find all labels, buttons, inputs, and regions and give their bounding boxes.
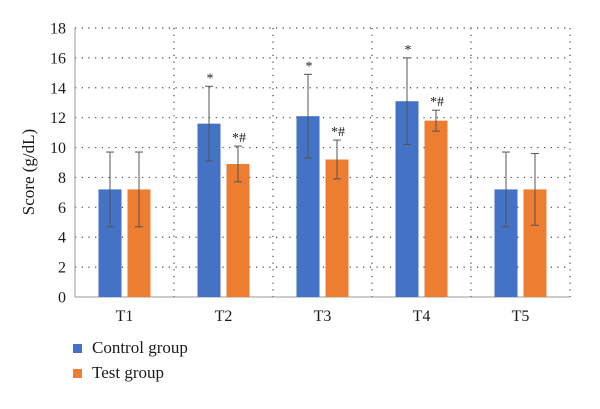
bar — [226, 163, 250, 297]
y-tick-label: 2 — [58, 260, 66, 277]
y-tick-label: 4 — [58, 230, 66, 247]
significance-label: * — [405, 43, 412, 58]
bar — [325, 159, 349, 297]
legend: Control group Test group — [73, 338, 188, 382]
legend-label: Test group — [92, 363, 164, 382]
y-tick-label: 14 — [50, 80, 66, 97]
bar — [296, 116, 320, 297]
x-tick-label: T1 — [116, 308, 134, 325]
legend-swatch — [73, 369, 82, 378]
significance-label: *# — [232, 131, 246, 146]
x-tick-label: T3 — [314, 308, 332, 325]
axes: 0 2 4 6 8 10 12 14 16 18 T1 T2 T3 T4 T5 — [50, 21, 570, 325]
x-tick-label: T2 — [215, 308, 233, 325]
y-axis-title: Score (g/dL) — [19, 129, 38, 215]
y-tick-label: 0 — [58, 290, 66, 307]
bar — [395, 101, 419, 297]
y-tick-label: 12 — [50, 110, 66, 127]
significance-label: * — [306, 59, 313, 74]
grid — [75, 27, 571, 297]
y-tick-label: 16 — [50, 50, 66, 67]
y-tick-label: 10 — [50, 140, 66, 157]
labels: * *# * *# * *# — [207, 43, 445, 146]
bar — [98, 189, 122, 297]
significance-label: *# — [430, 95, 444, 110]
y-tick-label: 18 — [50, 21, 66, 38]
bar — [424, 120, 448, 298]
bar — [197, 123, 221, 298]
legend-swatch — [73, 344, 82, 353]
bar — [127, 189, 151, 297]
x-tick-label: T4 — [413, 308, 431, 325]
y-tick-label: 6 — [58, 200, 66, 217]
significance-label: *# — [331, 125, 345, 140]
bar — [494, 189, 518, 297]
significance-label: * — [207, 71, 214, 86]
bars — [98, 57, 547, 298]
y-tick-label: 8 — [58, 170, 66, 187]
x-tick-label: T5 — [512, 308, 530, 325]
bar — [523, 189, 547, 297]
legend-label: Control group — [92, 338, 188, 357]
